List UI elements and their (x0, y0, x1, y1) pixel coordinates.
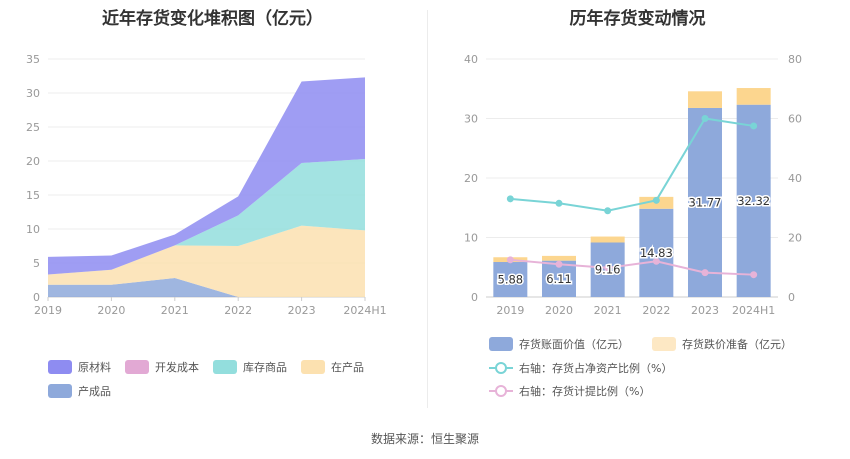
right-y-tick-label: 20 (464, 172, 478, 185)
left-y-tick-label: 30 (26, 87, 40, 100)
left-y-tick-label: 10 (26, 223, 40, 236)
left-legend-label: 库存商品 (243, 360, 287, 374)
left-area-产成品 (48, 277, 365, 297)
right-legend-label: 右轴：存货计提比例（%） (519, 384, 650, 398)
right-x-tick-label: 2020 (545, 304, 573, 317)
right-y-tick-label: 30 (464, 113, 478, 126)
left-y-tick-label: 5 (33, 257, 40, 270)
right-line-point (701, 115, 709, 122)
left-legend-swatch (301, 360, 325, 374)
right-legend-label: 右轴：存货占净资产比例（%） (519, 361, 672, 375)
right-line-point (750, 271, 758, 279)
right-bar-impairment (688, 91, 722, 108)
right-y2-tick-label: 80 (788, 53, 802, 66)
right-x-tick-label: 2022 (642, 304, 670, 317)
right-legend-swatch (489, 337, 513, 351)
right-line-point (750, 122, 758, 130)
right-y2-tick-label: 20 (788, 232, 802, 245)
left-legend-label: 原材料 (78, 360, 111, 374)
left-legend-label: 开发成本 (155, 360, 199, 374)
left-x-tick-label: 2024H1 (343, 304, 386, 317)
right-bar-value-label: 32.32 (737, 194, 770, 208)
right-bar-value-label: 5.88 (498, 273, 524, 287)
right-line-point (555, 199, 563, 207)
right-line-point (506, 195, 514, 203)
right-line-point (652, 257, 660, 265)
left-area-原材料 (48, 77, 365, 275)
right-y-tick-label: 0 (471, 291, 478, 304)
right-line-point (652, 196, 660, 204)
right-bar-value-label: 9.16 (595, 263, 621, 277)
right-y-tick-label: 40 (464, 53, 478, 66)
right-bar-book-value (639, 208, 674, 297)
right-y-tick-label: 10 (464, 232, 478, 245)
left-area-库存商品 (48, 158, 365, 275)
right-legend-label: 存货账面价值（亿元） (519, 337, 629, 351)
right-line-point (555, 260, 563, 268)
left-y-tick-label: 35 (26, 53, 40, 66)
left-y-tick-label: 0 (33, 291, 40, 304)
right-line-point (604, 264, 612, 272)
right-line-point (604, 207, 612, 215)
left-legend-swatch (125, 360, 149, 374)
right-bar-impairment (736, 88, 771, 105)
left-legend-swatch (48, 384, 72, 398)
right-y2-tick-label: 60 (788, 113, 802, 126)
right-line-point (701, 269, 709, 277)
left-area-在产品 (48, 225, 365, 297)
right-bar-book-value (736, 104, 771, 297)
right-chart-title: 历年存货变动情况 (569, 9, 706, 29)
left-legend-label: 在产品 (331, 360, 364, 374)
right-bar-value-label: 14.83 (640, 246, 673, 260)
right-bar-value-label: 31.77 (689, 195, 722, 209)
right-x-tick-label: 2021 (594, 304, 622, 317)
left-x-tick-label: 2021 (161, 304, 189, 317)
left-y-tick-label: 20 (26, 155, 40, 168)
left-legend-swatch (213, 360, 237, 374)
right-line-provision-ratio (510, 258, 754, 276)
left-legend-label: 产成品 (78, 384, 111, 398)
right-legend-swatch (652, 337, 676, 351)
left-x-tick-label: 2019 (34, 304, 62, 317)
right-legend-marker (495, 385, 507, 397)
left-x-tick-label: 2022 (224, 304, 252, 317)
data-source-note: 数据来源：恒生聚源 (370, 432, 479, 446)
left-y-tick-label: 25 (26, 121, 40, 134)
right-bar-value-label: 6.11 (546, 272, 572, 286)
chart-divider (427, 10, 428, 408)
right-x-tick-label: 2024H1 (732, 304, 775, 317)
right-y2-tick-label: 40 (788, 172, 802, 185)
right-legend-marker (495, 362, 507, 374)
right-y2-tick-label: 0 (788, 291, 795, 304)
right-x-tick-label: 2023 (691, 304, 719, 317)
right-x-tick-label: 2019 (496, 304, 524, 317)
right-line-point (506, 256, 514, 264)
right-line-net-asset-ratio (510, 117, 754, 212)
right-bar-impairment (542, 255, 576, 261)
right-bar-book-value (493, 262, 528, 297)
right-legend-label: 存货跌价准备（亿元） (682, 337, 792, 351)
left-y-tick-label: 15 (26, 189, 40, 202)
right-bar-impairment (590, 236, 625, 243)
left-chart-title: 近年存货变化堆积图（亿元） (102, 9, 323, 29)
left-legend-swatch (48, 360, 72, 374)
left-x-tick-label: 2020 (97, 304, 125, 317)
left-x-tick-label: 2023 (288, 304, 316, 317)
